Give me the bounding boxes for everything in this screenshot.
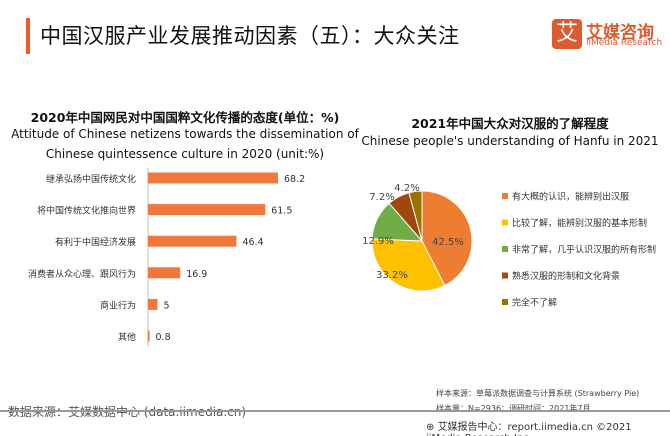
legend-swatch [502, 193, 508, 199]
page-title: 中国汉服产业发展推动因素（五）：大众关注 [40, 24, 460, 48]
bar-category-label: 其他 [118, 331, 136, 343]
pie-value-label: 42.5% [432, 237, 464, 248]
bar-value-label: 0.8 [156, 332, 171, 343]
footer-divider [0, 410, 670, 412]
sample-size: 样本量：N=2936；调研时间：2021年7月 [436, 404, 591, 413]
bar-value-label: 16.9 [186, 269, 207, 280]
legend-swatch [502, 246, 508, 252]
bar-value-label: 61.5 [271, 206, 292, 217]
legend-label: 非常了解，几乎认识汉服的所有形制 [512, 244, 656, 256]
report-link[interactable]: ⊕ 艾媒报告中心：report.iimedia.cn ©2021 iiMedia… [426, 418, 670, 436]
pie-value-label: 4.2% [394, 183, 419, 194]
legend-swatch [502, 299, 508, 305]
logo-subtext: iiMedia Research [586, 38, 663, 48]
bar-category-label: 将中国传统文化推向世界 [37, 205, 136, 217]
logo-icon: 艾 [552, 19, 582, 49]
pie-chart-subtitle: Chinese people's understanding of Hanfu … [361, 134, 659, 148]
bar [148, 298, 158, 310]
bar-category-label: 消费者从众心理、跟风行为 [28, 268, 136, 280]
bar-chart-subtitle-1: Attitude of Chinese netizens towards the… [11, 127, 359, 141]
report-text: 艾媒报告中心：report.iimedia.cn ©2021 iiMedia R… [426, 422, 632, 436]
bar-value-label: 5 [164, 300, 170, 311]
legend-swatch [502, 219, 508, 226]
bar-value-label: 68.2 [284, 174, 305, 185]
bar-chart-subtitle-2: Chinese quintessence culture in 2020 (un… [45, 147, 325, 161]
pie-slice [408, 190, 423, 242]
pie-value-label: 7.2% [369, 192, 394, 203]
bar [148, 267, 181, 279]
bar [148, 330, 150, 342]
data-source: 数据来源：艾媒数据中心 (data.iimedia.cn) [8, 405, 247, 419]
logo-text: 艾媒咨询 [586, 23, 654, 43]
legend-label: 比较了解，能辨别汉服的基本形制 [512, 217, 647, 229]
pie-chart-title: 2021年中国大众对汉服的了解程度 [411, 116, 609, 131]
legend-label: 完全不了解 [512, 297, 557, 309]
legend-label: 熟悉汉服的形制和文化背景 [512, 270, 620, 282]
bar [148, 172, 278, 184]
pie-value-label: 12.9% [362, 236, 394, 247]
legend-swatch [502, 272, 508, 279]
bar-category-label: 有利于中国经济发展 [55, 236, 136, 248]
bar-chart: 继承弘扬中国传统文化 68.2 将中国传统文化推向世界 61.5 有利于中国经济发展 46… [28, 168, 305, 346]
pie-chart: 42.5% 33.2% 12.9% 7.2%4.2% 有大概的认识，能辨别出汉服比较了解… [362, 183, 656, 309]
report-center-icon: ⊕ [426, 422, 438, 433]
bar [148, 235, 237, 247]
bar-chart-title: 2020年中国网民对中国国粹文化传播的态度(单位：%) [30, 110, 340, 125]
bar [148, 204, 266, 216]
bar-category-label: 商业行为 [100, 299, 136, 311]
title-accent-bar [26, 18, 30, 54]
pie-slice [371, 238, 446, 292]
legend-label: 有大概的认识，能辨别出汉服 [512, 191, 629, 203]
bar-category-label: 继承弘扬中国传统文化 [46, 173, 136, 185]
pie-slice [421, 190, 473, 287]
pie-value-label: 33.2% [376, 270, 408, 281]
sample-source: 样本来源：草莓派数据调查与计算系统 (Strawberry Pie) [436, 389, 640, 398]
bar-value-label: 46.4 [242, 237, 263, 248]
